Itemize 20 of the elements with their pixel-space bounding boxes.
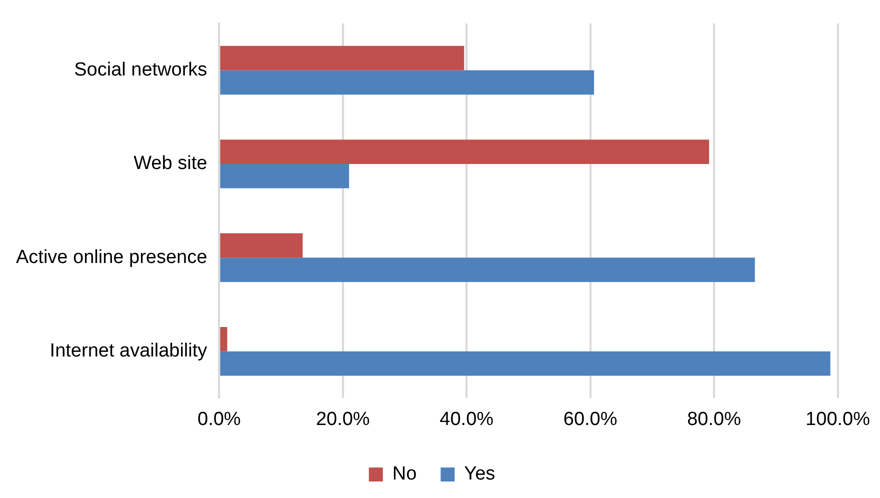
x-tick-label: 0.0%	[198, 408, 241, 430]
x-tick-label: 20.0%	[316, 408, 370, 430]
bar	[220, 258, 755, 282]
y-tick-label: Internet availability	[50, 340, 208, 362]
bar	[220, 140, 710, 164]
x-tick-label: 40.0%	[440, 408, 494, 430]
y-tick-label: Web site	[134, 153, 208, 174]
x-tick-label: 80.0%	[687, 408, 742, 430]
legend-label: Yes	[464, 464, 496, 485]
bar	[220, 351, 830, 376]
bar	[220, 46, 464, 70]
y-tick-label: Active online presence	[16, 246, 208, 268]
bar	[220, 326, 228, 352]
bar	[220, 70, 594, 95]
bar	[220, 164, 350, 188]
y-tick-label: Social networks	[74, 59, 208, 80]
x-tick-label: 100.0%	[806, 408, 870, 430]
legend-label: No	[392, 464, 417, 485]
x-tick-label: 60.0%	[563, 408, 618, 430]
bar	[220, 233, 303, 258]
